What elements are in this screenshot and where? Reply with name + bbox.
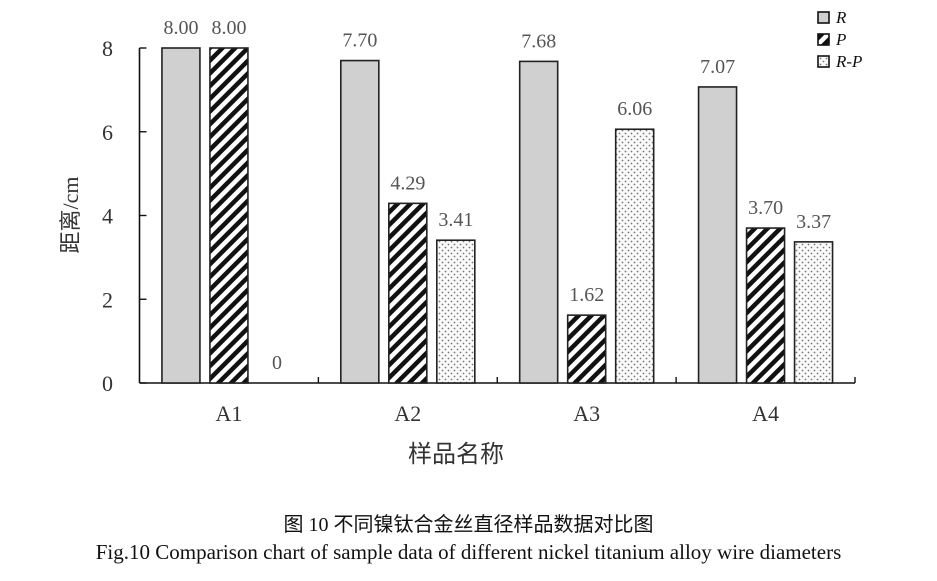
bars [161, 47, 834, 384]
legend-label: R-P [835, 52, 862, 71]
x-axis-label: 样品名称 [408, 441, 504, 468]
data-label: 8.00 [163, 17, 198, 39]
y-tick-label: 4 [102, 204, 113, 229]
y-tick-label: 0 [102, 371, 113, 396]
x-tick-label: A2 [394, 401, 421, 426]
y-tick-label: 8 [102, 36, 113, 61]
data-label: 4.29 [390, 172, 425, 194]
legend-swatch-r-p [817, 55, 830, 68]
bar-r-p-a2 [436, 239, 476, 384]
data-label: 1.62 [569, 284, 604, 306]
bar-chart: 0 2 4 6 8 A1 A2 A3 A4 8.00 8.00 0 7.70 4.29 3.41 7.68 1… [58, 8, 862, 468]
x-tick-label: A1 [215, 401, 242, 426]
y-axis-label: 距离/cm [58, 177, 83, 254]
bar-r-p-a3 [614, 128, 655, 384]
data-label: 3.41 [438, 209, 473, 231]
bar-r-a4 [697, 86, 738, 384]
bar-r-a2 [340, 59, 380, 384]
y-tick-label: 2 [102, 287, 113, 312]
data-label: 7.68 [521, 30, 556, 52]
figure-caption-english: Fig.10 Comparison chart of sample data o… [95, 540, 842, 564]
bar-p-a3 [566, 314, 607, 384]
data-label: 3.70 [748, 197, 783, 219]
bar-p-a4 [745, 227, 786, 384]
data-label: 8.00 [211, 17, 246, 39]
bar-p-a2 [388, 202, 428, 384]
legend-label: R [835, 8, 847, 27]
data-label: 7.07 [700, 56, 735, 78]
axes: 0 2 4 6 8 A1 A2 A3 A4 [102, 36, 856, 426]
bar-r-p-a4 [793, 241, 834, 384]
data-label: 6.06 [617, 98, 652, 120]
x-tick-label: A4 [752, 401, 779, 426]
x-tick-label: A3 [573, 401, 600, 426]
y-tick-label: 6 [102, 120, 113, 145]
bar-r-a1 [161, 47, 201, 384]
data-label: 0 [272, 352, 282, 374]
data-label: 3.37 [796, 211, 831, 233]
data-labels: 8.00 8.00 0 7.70 4.29 3.41 7.68 1.62 6.06 7.07 3.7… [163, 17, 831, 374]
legend-label: P [835, 30, 846, 49]
bar-r-a3 [518, 60, 559, 384]
legend: RP R-P [817, 8, 862, 71]
figure-caption-chinese: 图 10 不同镍钛合金丝直径样品数据对比图 [283, 514, 654, 536]
legend-swatch-p [817, 33, 830, 46]
bar-p-a1 [209, 47, 249, 384]
legend-swatch-r [817, 11, 830, 24]
data-label: 7.70 [342, 30, 377, 52]
